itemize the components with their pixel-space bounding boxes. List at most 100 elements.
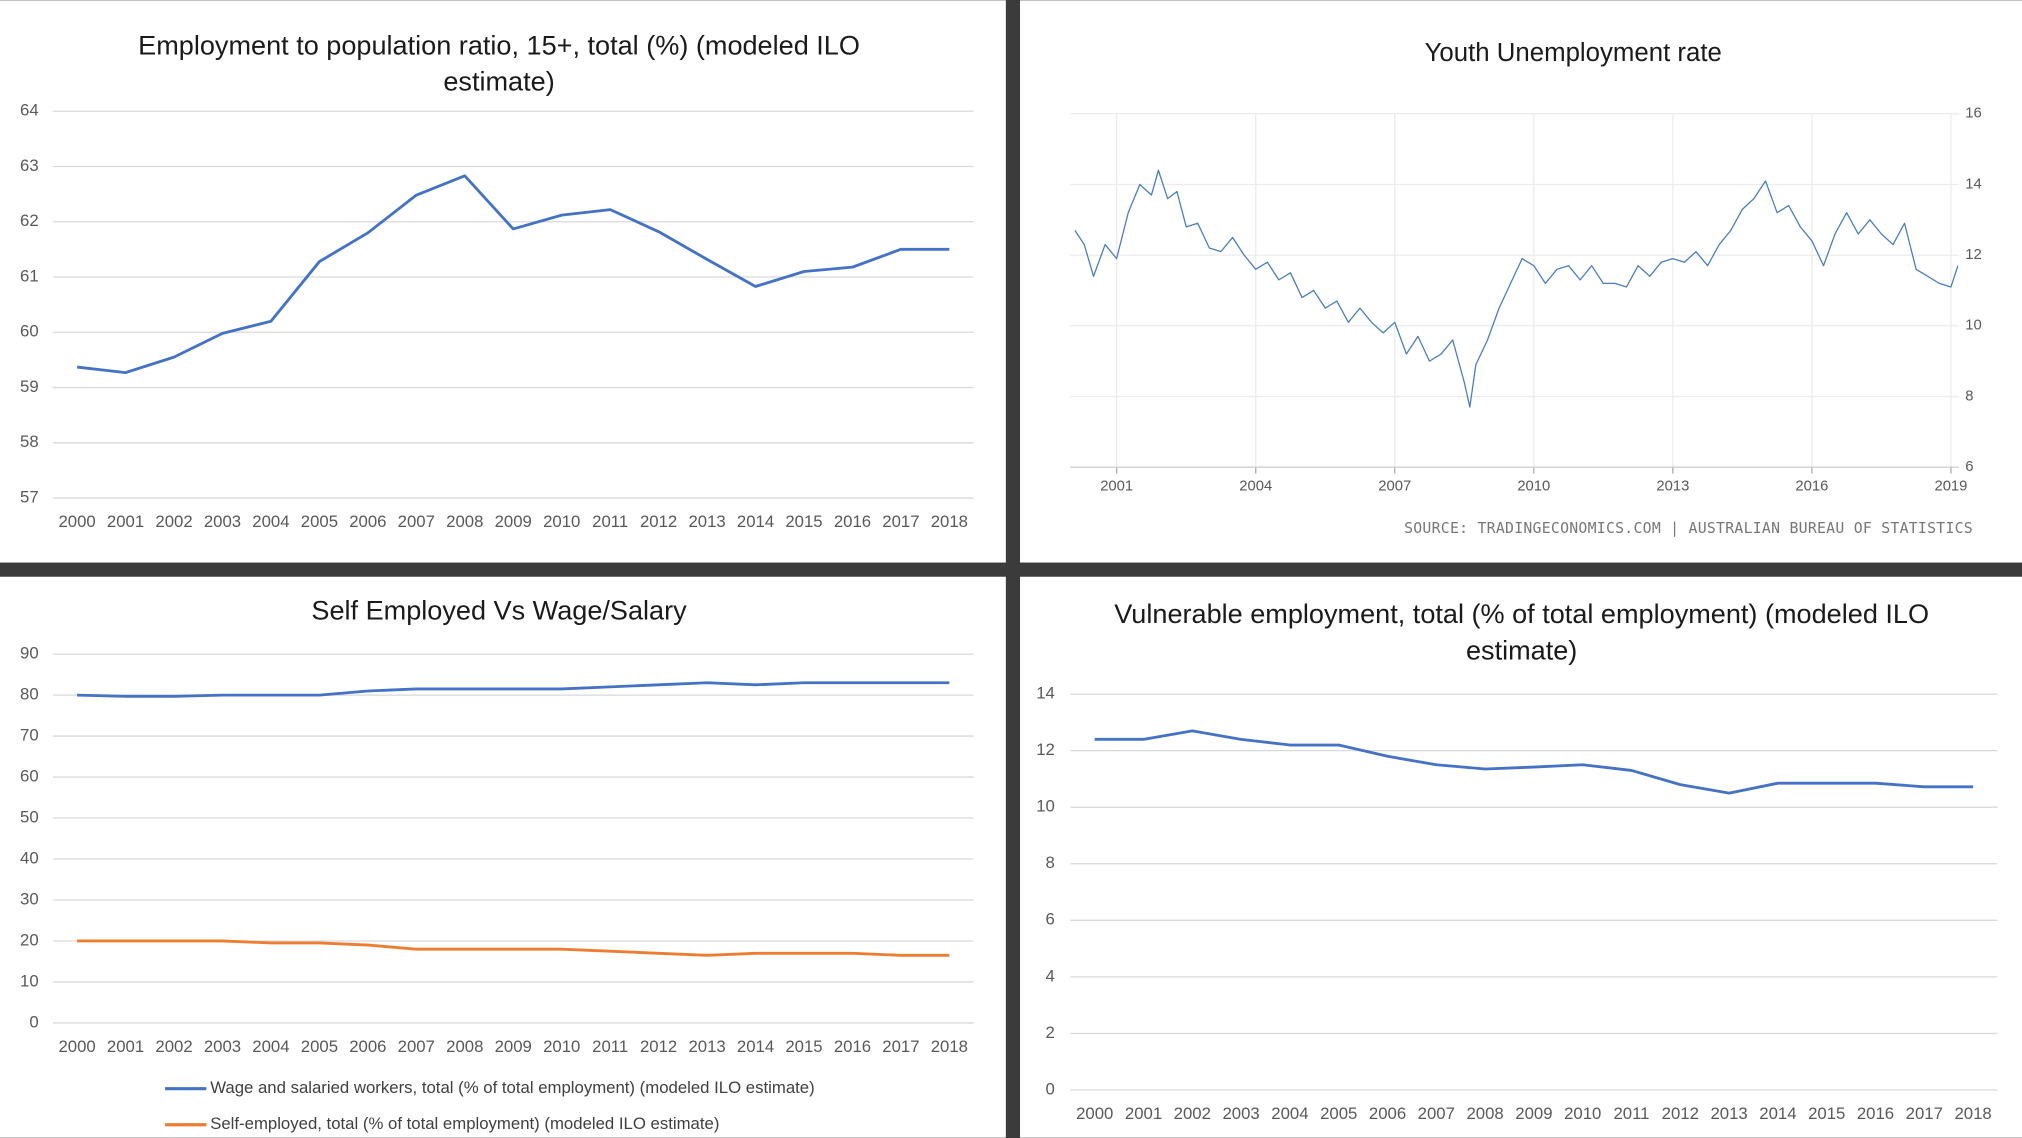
y-tick-label: 12 (1036, 740, 1055, 759)
x-tick-label: 2001 (107, 512, 144, 531)
panel (0, 0, 1006, 563)
x-tick-label: 2011 (1613, 1104, 1649, 1123)
y-tick-label: 60 (20, 322, 39, 341)
x-tick-label: 2015 (1808, 1104, 1845, 1123)
x-tick-label: 2018 (1954, 1104, 1991, 1123)
x-tick-label: 2007 (398, 512, 435, 531)
x-tick-label: 2016 (834, 1037, 871, 1056)
x-tick-label: 2010 (543, 1037, 580, 1056)
x-tick-label: 2000 (58, 1037, 95, 1056)
x-tick-label: 2010 (543, 512, 580, 531)
x-tick-label: 2000 (58, 512, 95, 531)
y-tick-label: 4 (1046, 966, 1055, 985)
x-tick-label: 2014 (1759, 1104, 1796, 1123)
x-tick-label: 2017 (1906, 1104, 1943, 1123)
chart-title-box: Vulnerable employment, total (% of total… (1114, 599, 1930, 666)
y-tick-label: 62 (20, 211, 39, 230)
x-tick-label: 2006 (349, 1037, 386, 1056)
y-tick-label: 10 (20, 971, 39, 990)
x-tick-label: 2010 (1517, 478, 1550, 494)
chart-title-box: Employment to population ratio, 15+, tot… (138, 31, 860, 97)
y-tick-label: 10 (1036, 797, 1055, 816)
y-tick-label: 14 (1965, 176, 1981, 192)
legend-label: Wage and salaried workers, total (% of t… (210, 1078, 815, 1097)
x-tick-label: 2007 (1418, 1104, 1455, 1123)
x-tick-label: 2007 (1378, 478, 1411, 494)
data-line (1074, 169, 1959, 408)
x-tick-label: 2015 (785, 512, 822, 531)
x-tick-label: 2015 (785, 1037, 822, 1056)
x-tick-label: 2016 (834, 512, 871, 531)
x-tick-label: 2013 (1710, 1104, 1747, 1123)
x-tick-label: 2011 (592, 512, 628, 531)
y-tick-label: 59 (20, 377, 39, 396)
x-tick-label: 2006 (1369, 1104, 1406, 1123)
x-tick-label: 2004 (252, 512, 289, 531)
y-tick-label: 63 (20, 156, 39, 175)
x-tick-label: 2014 (737, 1037, 774, 1056)
chart-title-box: Self Employed Vs Wage/Salary (311, 596, 687, 626)
x-tick-label: 2009 (495, 512, 532, 531)
x-tick-label: 2008 (446, 512, 483, 531)
panel (1020, 0, 2022, 563)
y-tick-label: 90 (20, 644, 39, 663)
x-tick-label: 2013 (688, 1037, 725, 1056)
x-tick-label: 2002 (155, 1037, 192, 1056)
x-tick-label: 2012 (640, 1037, 677, 1056)
y-tick-label: 16 (1965, 106, 1981, 122)
x-tick-label: 2005 (1320, 1104, 1357, 1123)
x-tick-label: 2016 (1857, 1104, 1894, 1123)
x-tick-label: 2008 (446, 1037, 483, 1056)
x-tick-label: 2010 (1564, 1104, 1601, 1123)
y-tick-label: 0 (1046, 1079, 1055, 1098)
x-tick-label: 2018 (931, 1037, 968, 1056)
x-tick-label: 2001 (1125, 1104, 1162, 1123)
x-tick-label: 2002 (155, 512, 192, 531)
y-tick-label: 50 (20, 807, 39, 826)
x-tick-label: 2013 (1656, 478, 1689, 494)
x-tick-label: 2018 (931, 512, 968, 531)
x-tick-label: 2009 (1515, 1104, 1552, 1123)
x-tick-label: 2000 (1076, 1104, 1113, 1123)
y-tick-label: 57 (20, 487, 39, 506)
y-tick-label: 30 (20, 889, 39, 908)
y-tick-label: 8 (1965, 388, 1973, 404)
x-tick-label: 2006 (349, 512, 386, 531)
x-tick-label: 2002 (1174, 1104, 1211, 1123)
source-note: SOURCE: TRADINGECONOMICS.COM | AUSTRALIA… (1404, 520, 1973, 537)
data-line (1094, 729, 1974, 795)
x-tick-label: 2017 (882, 512, 919, 531)
y-tick-label: 58 (20, 432, 39, 451)
x-tick-label: 2013 (688, 512, 725, 531)
x-tick-label: 2012 (1662, 1104, 1699, 1123)
data-line (77, 939, 950, 957)
y-tick-label: 61 (20, 266, 39, 285)
x-tick-label: 2001 (107, 1037, 144, 1056)
x-tick-label: 2017 (882, 1037, 919, 1056)
y-tick-label: 14 (1036, 684, 1055, 703)
chart-title: Youth Unemployment rate (1424, 38, 1722, 68)
y-tick-label: 20 (20, 930, 39, 949)
chart-title-box: Youth Unemployment rate (1424, 38, 1722, 68)
x-tick-label: 2011 (592, 1037, 628, 1056)
y-tick-label: 6 (1046, 910, 1055, 929)
data-line (77, 681, 950, 698)
y-tick-label: 40 (20, 848, 39, 867)
chart-title: Vulnerable employment, total (% of total… (1114, 599, 1930, 666)
x-tick-label: 2005 (301, 1037, 338, 1056)
data-line (76, 174, 950, 375)
x-tick-label: 2008 (1466, 1104, 1503, 1123)
y-tick-label: 12 (1965, 247, 1981, 263)
y-tick-label: 70 (20, 725, 39, 744)
panel (1020, 576, 2022, 1138)
y-tick-label: 80 (20, 685, 39, 704)
chart-title: Self Employed Vs Wage/Salary (311, 596, 687, 626)
x-tick-label: 2005 (301, 512, 338, 531)
x-tick-label: 2004 (252, 1037, 289, 1056)
y-tick-label: 60 (20, 766, 39, 785)
x-tick-label: 2001 (1100, 478, 1133, 494)
x-tick-label: 2004 (1239, 478, 1272, 494)
y-tick-label: 2 (1046, 1023, 1055, 1042)
